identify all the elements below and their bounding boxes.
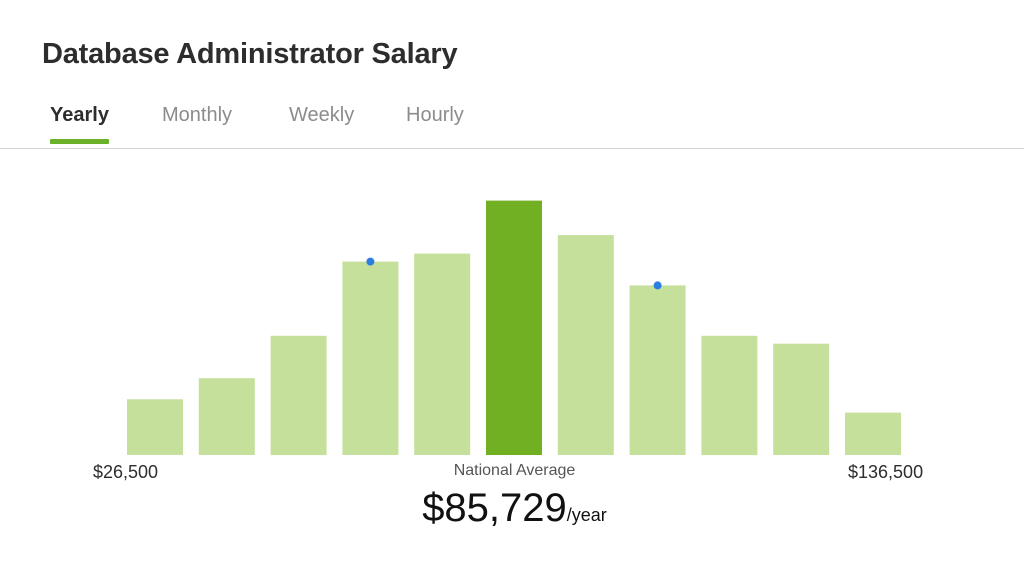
histogram-bar (414, 253, 471, 455)
histogram-bar (701, 335, 758, 456)
salary-histogram (127, 200, 901, 456)
histogram-bar-average (486, 200, 542, 455)
salary-distribution-chart: $26,500 National Average $136,500 $85,72… (0, 150, 1024, 561)
pay-period-tabs: Yearly Monthly Weekly Hourly (0, 96, 1024, 149)
average-salary-value: $85,729 (422, 486, 567, 530)
percentile-marker (653, 281, 662, 290)
x-max-label: $136,500 (848, 462, 924, 482)
histogram-bar (773, 343, 830, 455)
percentile-marker (366, 257, 375, 266)
histogram-bar (198, 378, 255, 455)
histogram-bar (629, 285, 686, 455)
page-title: Database Administrator Salary (42, 38, 458, 70)
tab-yearly[interactable]: Yearly (50, 104, 109, 144)
average-salary-unit: /year (566, 505, 607, 525)
histogram-bar (127, 399, 183, 455)
tab-monthly[interactable]: Monthly (162, 104, 233, 126)
histogram-bar (342, 261, 399, 455)
national-average: $85,729/year (0, 486, 1024, 531)
histogram-bar (845, 412, 901, 455)
national-average-label: National Average (453, 462, 576, 479)
tab-hourly[interactable]: Hourly (406, 104, 464, 126)
histogram-bar (557, 235, 614, 455)
x-min-label: $26,500 (93, 462, 159, 482)
histogram-bar (270, 335, 327, 456)
tab-weekly[interactable]: Weekly (289, 104, 355, 126)
